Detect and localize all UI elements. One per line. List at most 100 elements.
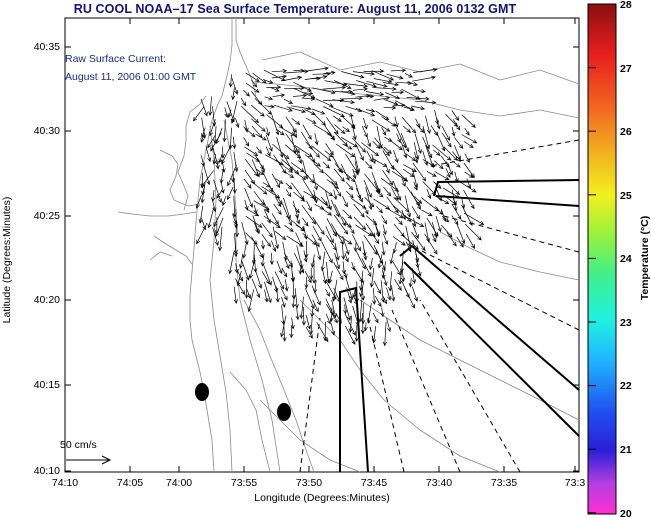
current-vector — [310, 307, 315, 318]
current-vector — [464, 153, 470, 164]
current-vector — [371, 70, 395, 81]
current-vector — [394, 279, 402, 291]
y-tick-label: 40:10 — [34, 465, 60, 477]
plot-frame — [64, 17, 580, 473]
current-vector — [271, 213, 279, 226]
current-vector — [331, 279, 338, 302]
buoy-marker — [195, 383, 209, 401]
current-vector — [325, 288, 330, 297]
current-vector — [404, 195, 412, 218]
colorbar-ticks — [588, 3, 596, 514]
current-vector — [220, 181, 225, 194]
current-vector — [313, 163, 324, 174]
current-vector — [213, 207, 224, 228]
current-vector — [305, 314, 311, 330]
current-vector — [343, 83, 369, 89]
current-vector — [352, 87, 369, 92]
current-vector — [386, 73, 404, 80]
current-vector — [312, 259, 317, 284]
colorbar-tick-label: 24 — [620, 253, 632, 265]
current-vector — [424, 233, 438, 255]
current-vector — [298, 261, 303, 275]
colorbar-tick-label: 27 — [620, 63, 632, 75]
current-vector — [250, 104, 265, 117]
y-tick-labels: 40:35 40:30 40:25 40:20 40:15 40:10 — [34, 41, 60, 477]
current-vector — [253, 254, 258, 273]
current-vector — [334, 253, 341, 270]
current-vector — [200, 132, 206, 143]
current-vector — [243, 178, 252, 189]
current-vector — [295, 307, 300, 321]
current-vector — [273, 104, 293, 112]
current-vector — [245, 72, 260, 82]
current-vector — [385, 92, 401, 100]
current-vector — [400, 132, 410, 153]
current-vector — [363, 249, 368, 261]
current-vector — [403, 164, 417, 172]
current-vector — [313, 194, 332, 209]
current-vector — [271, 87, 280, 92]
current-vector — [232, 136, 237, 150]
current-vector — [342, 209, 353, 220]
current-vector — [262, 182, 271, 188]
current-vector — [345, 105, 363, 113]
current-vector — [412, 162, 427, 182]
radar-sectors — [299, 139, 580, 473]
current-vector — [330, 323, 336, 336]
current-vector — [380, 177, 400, 192]
current-vector — [272, 226, 280, 250]
current-vector — [414, 134, 422, 154]
current-vector — [289, 325, 294, 339]
current-vector — [275, 128, 285, 136]
current-vector — [353, 203, 365, 218]
current-vector — [376, 205, 383, 214]
current-vector — [213, 179, 222, 204]
current-vector — [253, 204, 258, 215]
current-vectors — [193, 66, 485, 347]
current-vector — [246, 152, 261, 162]
current-vector — [363, 234, 378, 256]
current-vector — [361, 286, 366, 301]
colorbar-tick-label: 22 — [620, 380, 632, 392]
current-vector — [261, 271, 270, 285]
current-vector — [346, 287, 353, 304]
current-vector — [386, 317, 392, 333]
current-vector — [261, 164, 266, 174]
current-vector — [461, 197, 466, 209]
current-vector — [261, 222, 273, 238]
current-vector — [301, 205, 316, 225]
current-vector — [321, 208, 333, 216]
current-vector — [411, 206, 421, 220]
y-tick-label: 40:25 — [34, 210, 60, 222]
current-vector — [415, 100, 437, 105]
axis-ticks — [64, 18, 579, 472]
current-vector — [442, 187, 460, 199]
current-vector — [241, 222, 249, 245]
current-vector — [414, 196, 423, 204]
colorbar-tick-label: 25 — [620, 190, 632, 202]
current-vector — [348, 315, 353, 334]
current-vector — [451, 110, 460, 121]
current-vector — [304, 109, 316, 115]
current-vector — [373, 181, 380, 194]
current-vector — [341, 96, 363, 101]
current-vector — [414, 89, 426, 94]
current-vector — [360, 313, 365, 335]
current-vector — [365, 94, 375, 99]
current-vector — [408, 277, 413, 288]
current-vector — [274, 230, 287, 240]
current-vector — [293, 82, 312, 92]
current-vector — [393, 149, 399, 164]
current-vector — [255, 133, 267, 141]
current-vector — [299, 296, 304, 320]
current-vector — [386, 287, 392, 301]
current-vector — [328, 270, 333, 284]
current-vector — [424, 222, 431, 243]
current-vector — [345, 181, 354, 191]
current-vector — [236, 268, 243, 282]
current-vector — [320, 251, 326, 272]
current-vector — [342, 196, 348, 208]
current-vector — [382, 170, 394, 186]
current-vector — [245, 232, 258, 245]
current-vector — [406, 81, 418, 86]
